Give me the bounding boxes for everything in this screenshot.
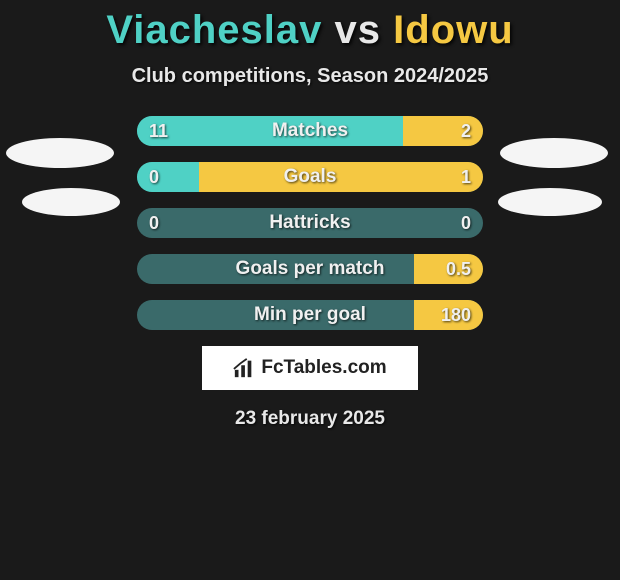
title-vs: vs [335, 8, 382, 52]
bar-fill-player1 [137, 116, 403, 146]
decorative-ellipse [498, 188, 602, 216]
decorative-ellipse [6, 138, 114, 168]
bar-fill-player2 [414, 254, 483, 284]
decorative-ellipse [500, 138, 608, 168]
title-player2: Idowu [393, 8, 514, 52]
bar-value-player2: 0 [461, 208, 471, 238]
bar-chart-icon [233, 357, 255, 379]
bar-fill-player2 [403, 116, 483, 146]
stat-bar: Hattricks0 0 [137, 208, 483, 238]
logo-text: FcTables.com [261, 357, 386, 379]
bar-fill-player1 [137, 162, 199, 192]
decorative-ellipse [22, 188, 120, 216]
stat-bar: Goals per match0.5 [137, 254, 483, 284]
title: Viacheslav vs Idowu [0, 8, 620, 53]
subtitle: Club competitions, Season 2024/2025 [0, 65, 620, 88]
date: 23 february 2025 [0, 408, 620, 430]
comparison-infographic: Viacheslav vs Idowu Club competitions, S… [0, 0, 620, 430]
logo-box: FcTables.com [202, 346, 418, 390]
title-player1: Viacheslav [106, 8, 322, 52]
bars-container: Matches112 Goals01 Hattricks0 0 Goals per ma… [137, 116, 483, 330]
stat-bar: Goals01 [137, 162, 483, 192]
stat-bar: Matches112 [137, 116, 483, 146]
bar-label: Hattricks [137, 208, 483, 238]
bar-value-player1: 0 [149, 208, 159, 238]
chart-area: Matches112 Goals01 Hattricks0 0 Goals per ma… [0, 116, 620, 330]
bar-fill-player2 [414, 300, 483, 330]
bar-fill-player2 [199, 162, 483, 192]
stat-bar: Min per goal180 [137, 300, 483, 330]
